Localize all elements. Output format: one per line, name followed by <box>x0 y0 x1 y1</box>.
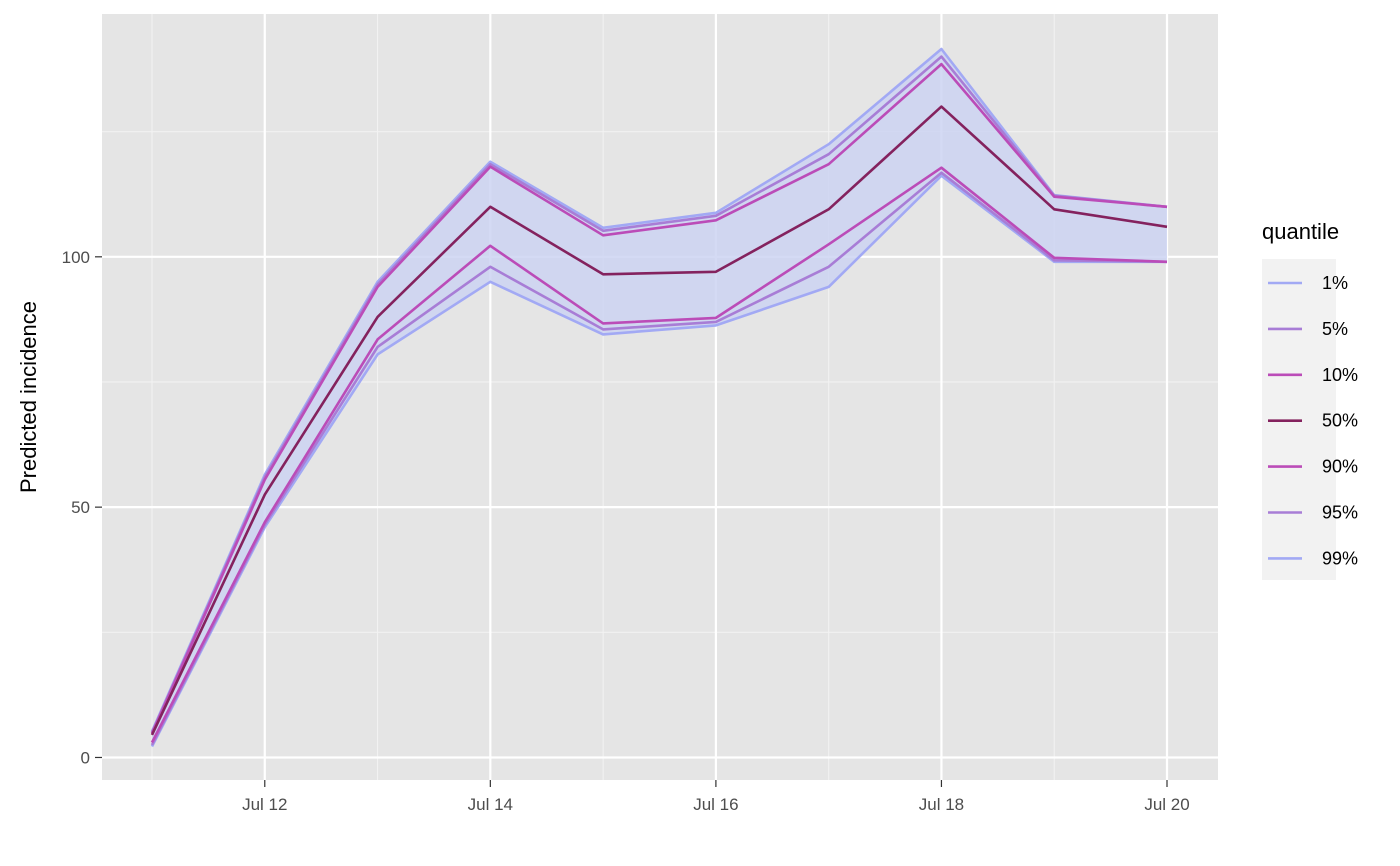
x-tick-label: Jul 16 <box>693 795 738 814</box>
y-tick-label: 0 <box>81 748 90 767</box>
minor-grid <box>102 14 1218 780</box>
major-grid <box>102 14 1218 780</box>
legend: 1% 5% 10% 50% 90% 95% 99% <box>1268 273 1358 568</box>
legend-label-q90: 90% <box>1322 457 1358 477</box>
series-line-q50 <box>150 105 1168 736</box>
legend-label-q99: 99% <box>1322 548 1358 568</box>
x-tick-label: Jul 20 <box>1144 795 1189 814</box>
y-axis: 0 50 100 <box>62 248 102 767</box>
legend-label-q10: 10% <box>1322 365 1358 385</box>
x-tick-label: Jul 14 <box>468 795 513 814</box>
legend-label-q5: 5% <box>1322 319 1348 339</box>
panel-background <box>102 14 1218 780</box>
legend-label-q50: 50% <box>1322 411 1358 431</box>
legend-title: quantile <box>1262 219 1339 244</box>
x-axis: Jul 12 Jul 14 Jul 16 Jul 18 Jul 20 <box>242 780 1190 814</box>
series-line-q10 <box>150 166 1168 744</box>
legend-label-q1: 1% <box>1322 273 1348 293</box>
y-tick-label: 50 <box>71 498 90 517</box>
legend-label-q95: 95% <box>1322 503 1358 523</box>
x-tick-label: Jul 18 <box>919 795 964 814</box>
series-line-q1 <box>150 174 1167 748</box>
series-line-q90 <box>150 62 1168 734</box>
x-tick-label: Jul 12 <box>242 795 287 814</box>
y-tick-label: 100 <box>62 248 90 267</box>
series-lines <box>150 47 1168 748</box>
series-line-q5 <box>150 171 1168 746</box>
y-axis-title: Predicted incidence <box>16 301 41 493</box>
